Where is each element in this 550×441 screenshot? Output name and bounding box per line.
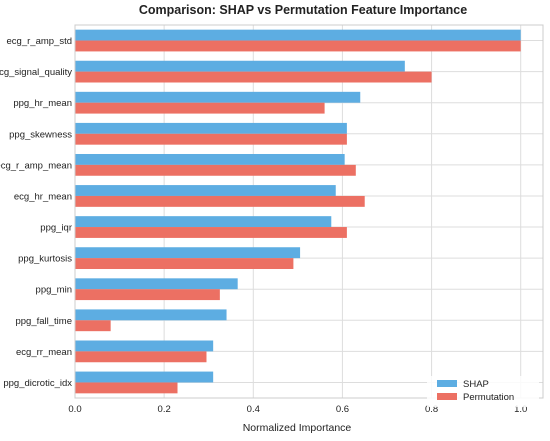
y-tick-label: ppg_fall_time — [15, 316, 72, 327]
shap-bar — [75, 91, 361, 103]
shap-bar — [75, 29, 521, 41]
permutation-bar — [75, 351, 207, 363]
shap-bar — [75, 122, 347, 134]
x-tick-label: 0.8 — [425, 404, 438, 415]
axes-border — [74, 24, 544, 399]
shap-bar — [75, 371, 214, 383]
permutation-bar — [75, 71, 432, 83]
y-tick-label: ecg_rr_mean — [16, 347, 72, 358]
bars-layer — [75, 29, 521, 394]
plot-frame — [74, 24, 544, 399]
legend-swatch-permutation — [437, 393, 457, 400]
permutation-bar — [75, 195, 365, 207]
permutation-bar — [75, 133, 347, 145]
permutation-bar — [75, 258, 294, 270]
permutation-bar — [75, 382, 178, 394]
legend-label: Permutation — [463, 392, 514, 403]
permutation-bar — [75, 40, 521, 52]
x-tick-label: 0.2 — [158, 404, 171, 415]
y-tick-label: ppg_min — [36, 285, 72, 296]
x-tick-label: 0.0 — [68, 404, 81, 415]
shap-bar — [75, 185, 336, 196]
y-tick-label: ppg_hr_mean — [13, 98, 72, 109]
shap-bar — [75, 60, 405, 72]
y-tick-label: ecg_hr_mean — [14, 191, 72, 202]
x-tick-label: 1.0 — [514, 404, 527, 415]
y-tick-label: ppg_dicrotic_idx — [3, 378, 72, 389]
shap-bar — [75, 309, 227, 321]
y-tick-label: ecg_r_amp_std — [7, 36, 72, 47]
x-tick-label: 0.4 — [247, 404, 260, 415]
y-tick-label: ppg_iqr — [40, 223, 72, 234]
y-tick-label: ecg_r_amp_mean — [0, 160, 72, 171]
shap-bar — [75, 153, 345, 165]
x-axis-label: Normalized Importance — [243, 422, 352, 434]
permutation-bar — [75, 102, 325, 114]
y-tick-label: ppg_kurtosis — [18, 254, 72, 265]
y-tick-labels: ecg_r_amp_std ecg_signal_quality ppg_hr_me… — [0, 36, 72, 389]
y-tick-label: ppg_skewness — [9, 129, 72, 140]
permutation-bar — [75, 289, 220, 301]
chart-title: Comparison: SHAP vs Permutation Feature … — [139, 3, 467, 17]
x-tick-labels: 0.0 0.2 0.4 0.6 0.8 1.0 — [68, 404, 527, 415]
legend-swatch-shap — [437, 380, 457, 387]
legend: SHAP Permutation — [427, 376, 539, 407]
permutation-bar — [75, 227, 347, 238]
shap-bar — [75, 278, 238, 290]
permutation-bar — [75, 320, 111, 332]
shap-bar — [75, 247, 301, 259]
legend-label: SHAP — [463, 379, 489, 390]
x-tick-label: 0.6 — [336, 404, 349, 415]
permutation-bar — [75, 164, 356, 176]
y-tick-label: ecg_signal_quality — [0, 67, 72, 78]
shap-bar — [75, 216, 332, 228]
shap-bar — [75, 340, 214, 352]
